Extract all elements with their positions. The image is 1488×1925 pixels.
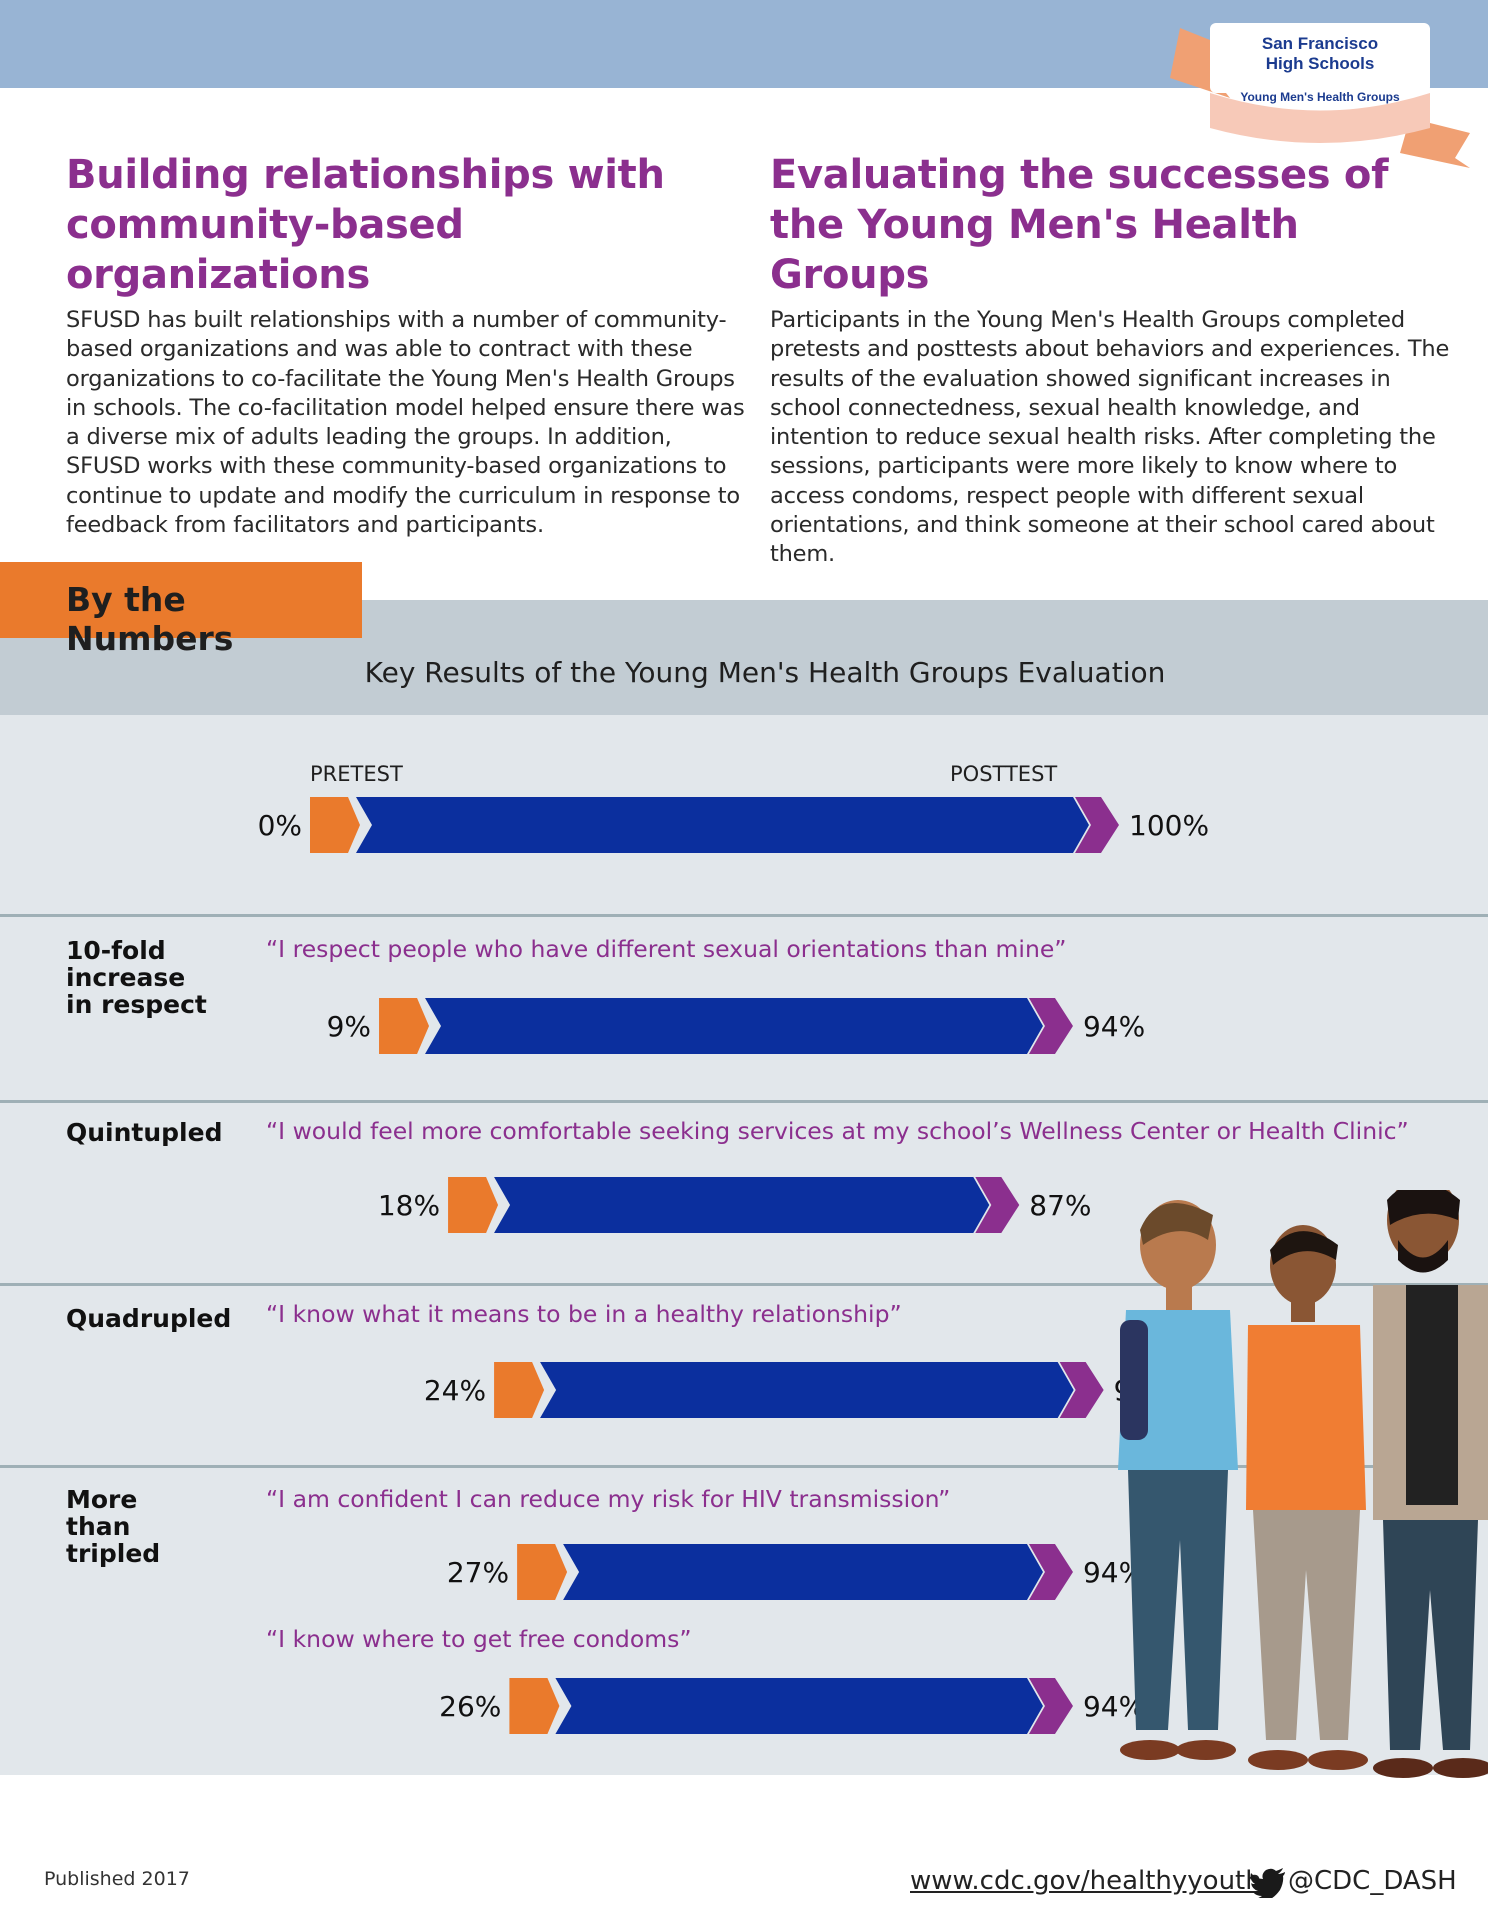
stat-3-heading-line: Quadrupled	[66, 1304, 232, 1333]
twitter-bird-icon	[1250, 1868, 1285, 1898]
twitter-handle: @CDC_DASH	[1288, 1866, 1457, 1896]
left-column-body: SFUSD has built relationships with a num…	[66, 307, 745, 539]
stat-1-heading-line: 10-fold	[66, 936, 166, 965]
stat-3-change-bar	[540, 1362, 1074, 1418]
stat-5-pretest-mark	[509, 1678, 560, 1734]
stat-4-heading-line: tripled	[66, 1539, 161, 1568]
section-divider	[0, 1283, 1488, 1286]
left-column: Building relationships with community-ba…	[66, 150, 746, 540]
key-results-title: Key Results of the Young Men's Health Gr…	[364, 656, 1166, 689]
stat-3-pretest-label: 24%	[423, 1374, 487, 1407]
stat-4-pretest-label: 27%	[446, 1556, 510, 1589]
banner-line-1: San Francisco	[1261, 34, 1379, 53]
stat-1-pretest-mark	[379, 998, 430, 1054]
people-illustration	[1118, 1190, 1488, 1778]
stat-2-heading: Quintupled	[66, 1119, 222, 1146]
stat-2-quote: “I would feel more comfortable seeking s…	[266, 1117, 1409, 1145]
right-column-body: Participants in the Young Men's Health G…	[770, 307, 1450, 568]
by-the-numbers-tab: By the Numbers	[0, 562, 362, 658]
legend-bar-graphic	[310, 797, 1119, 853]
stat-4-heading: More than tripled	[66, 1486, 160, 1567]
left-column-title: Building relationships with community-ba…	[66, 152, 665, 298]
stat-1-bar-graphic	[379, 998, 1073, 1054]
stat-5-change-bar	[555, 1678, 1043, 1734]
stat-1-posttest-label: 94%	[1082, 1010, 1146, 1043]
stat-2-pretest-label: 18%	[377, 1189, 441, 1222]
stat-2-posttest-label: 87%	[1029, 1189, 1092, 1222]
legend-pretest-label: 0%	[257, 809, 302, 842]
stat-2-posttest-mark	[975, 1177, 1020, 1233]
stat-2-heading-line: Quintupled	[66, 1118, 223, 1147]
by-the-numbers-label: By the Numbers	[66, 580, 234, 658]
stat-1-pretest-label: 9%	[326, 1010, 372, 1043]
right-column-title: Evaluating the successes of the Young Me…	[770, 152, 1389, 298]
stat-3-posttest-mark	[1059, 1362, 1104, 1418]
stat-4-bar-row: 27% 94%	[0, 1544, 1488, 1600]
legend-pretest: PRETEST	[310, 762, 403, 786]
legend-posttest-mark	[1075, 797, 1119, 853]
stat-3-quote: “I know what it means to be in a healthy…	[266, 1300, 902, 1328]
stat-5-bar-graphic	[509, 1678, 1073, 1734]
stat-1-quote: “I respect people who have different sex…	[266, 935, 1067, 963]
stat-5-posttest-label: 94%	[1082, 1690, 1146, 1723]
stat-1-bar-row: 9% 94%	[0, 998, 1488, 1054]
section-divider	[0, 1465, 1488, 1468]
stat-5-posttest-mark	[1028, 1678, 1073, 1734]
section-divider	[0, 1100, 1488, 1103]
stat-4-pretest-mark	[517, 1544, 568, 1600]
legend-bar-row: 0% 100%	[0, 797, 1488, 853]
stat-3-heading: Quadrupled	[66, 1305, 231, 1332]
stat-5-quote: “I know where to get free condoms”	[266, 1625, 692, 1653]
legend-posttest: POSTTEST	[950, 762, 1058, 786]
cdc-url-link[interactable]: www.cdc.gov/healthyyouth	[910, 1866, 1262, 1896]
stat-4-posttest-mark	[1028, 1544, 1073, 1600]
stat-2-pretest-mark	[448, 1177, 499, 1233]
legend-posttest-label: 100%	[1129, 809, 1210, 842]
stat-5-pretest-label: 26%	[439, 1690, 502, 1723]
stat-1-change-bar	[425, 998, 1043, 1054]
legend-change-bar	[356, 797, 1089, 853]
right-column: Evaluating the successes of the Young Me…	[770, 150, 1460, 570]
stat-3-pretest-mark	[494, 1362, 545, 1418]
stat-1-heading: 10-fold increase in respect	[66, 937, 207, 1018]
stat-4-bar-graphic	[517, 1544, 1073, 1600]
stat-4-heading-line: More	[66, 1485, 138, 1514]
stat-5-bar-row: 26% 94%	[0, 1678, 1488, 1734]
stat-1-heading-line: increase	[66, 963, 186, 992]
stat-1-posttest-mark	[1028, 998, 1073, 1054]
stat-4-quote: “I am confident I can reduce my risk for…	[266, 1485, 951, 1513]
stat-2-change-bar	[494, 1177, 990, 1233]
section-divider	[0, 914, 1488, 917]
stat-4-change-bar	[563, 1544, 1043, 1600]
banner-line-2: High Schools	[1265, 54, 1375, 73]
banner-line-3: Young Men's Health Groups	[1240, 90, 1400, 104]
published-note: Published 2017	[44, 1868, 190, 1890]
stat-3-bar-graphic	[494, 1362, 1104, 1418]
stat-1-heading-line: in respect	[66, 990, 207, 1019]
stat-2-bar-row: 18% 87%	[0, 1177, 1488, 1233]
stat-4-heading-line: than	[66, 1512, 131, 1541]
legend-pretest-mark	[310, 797, 360, 853]
stat-2-bar-graphic	[448, 1177, 1020, 1233]
ribbon-banner	[1170, 23, 1470, 168]
